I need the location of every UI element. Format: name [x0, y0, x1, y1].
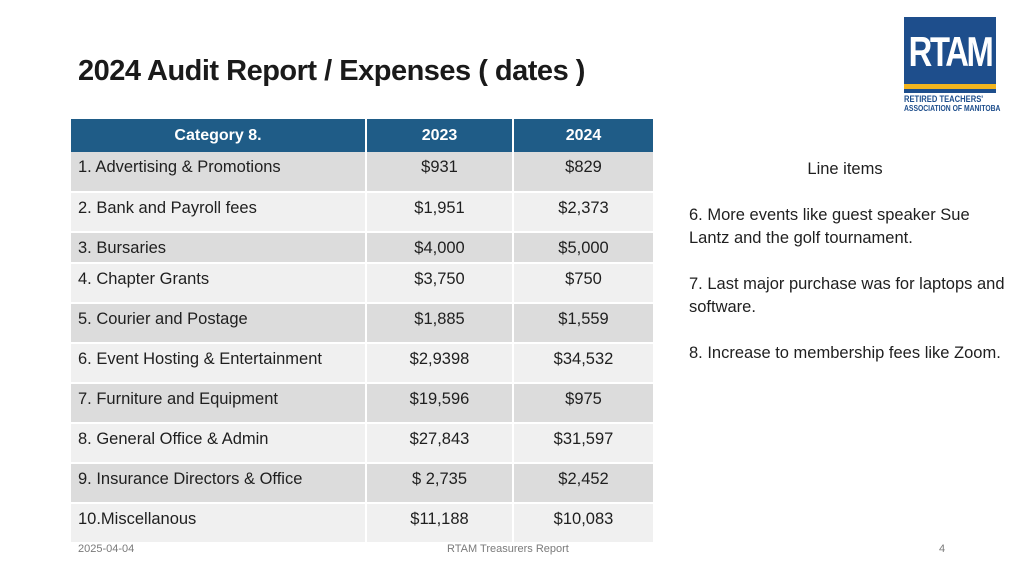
- row-2023-value: $1,951: [366, 192, 514, 233]
- row-2023-value: $3,750: [366, 263, 514, 304]
- row-2023-value: $1,885: [366, 303, 514, 344]
- row-2024-value: $31,597: [513, 423, 653, 464]
- footer-date: 2025-04-04: [78, 543, 135, 555]
- row-2024-value: $975: [513, 383, 653, 424]
- logo-text-line1: RETIRED TEACHERS': [904, 94, 984, 105]
- slide-title: 2024 Audit Report / Expenses ( dates ): [78, 55, 585, 87]
- logo-mark: RTAM: [904, 17, 996, 93]
- row-2023-value: $ 2,735: [366, 463, 514, 504]
- row-2023-value: $2,9398: [366, 343, 514, 384]
- note-item: 6. More events like guest speaker Sue La…: [689, 206, 970, 247]
- table-row: 6. Event Hosting & Entertainment $2,9398…: [71, 343, 653, 384]
- page-number: 4: [939, 543, 946, 555]
- footer-title: RTAM Treasurers Report: [447, 543, 569, 555]
- logo-stripe: [904, 84, 996, 89]
- row-category: 3. Bursaries: [71, 232, 367, 264]
- row-2024-value: $750: [513, 263, 653, 304]
- table-row: 2. Bank and Payroll fees $1,951 $2,373: [71, 192, 653, 233]
- table-row: 9. Insurance Directors & Office $ 2,735 …: [71, 463, 653, 504]
- row-category: 2. Bank and Payroll fees: [71, 192, 367, 233]
- row-2024-value: $34,532: [513, 343, 653, 384]
- expenses-table: Category 8. 2023 2024 1. Advertising & P…: [71, 119, 653, 544]
- table-header-row: Category 8. 2023 2024: [71, 119, 653, 152]
- note-item: 7. Last major purchase was for laptops a…: [689, 275, 1005, 316]
- row-category: 4. Chapter Grants: [71, 263, 367, 304]
- row-2023-value: $11,188: [366, 503, 514, 544]
- note-item: 8. Increase to membership fees like Zoom…: [689, 344, 1001, 362]
- header-category: Category 8.: [71, 119, 367, 152]
- table-row: 3. Bursaries $4,000 $5,000: [71, 232, 653, 264]
- row-category: 5. Courier and Postage: [71, 303, 367, 344]
- table-row: 1. Advertising & Promotions $931 $829: [71, 152, 653, 193]
- header-2023: 2023: [366, 119, 514, 152]
- table-row: 7. Furniture and Equipment $19,596 $975: [71, 383, 653, 424]
- row-2024-value: $2,373: [513, 192, 653, 233]
- row-category: 9. Insurance Directors & Office: [71, 463, 367, 504]
- row-2024-value: $1,559: [513, 303, 653, 344]
- header-2024: 2024: [513, 119, 653, 152]
- table-row: 5. Courier and Postage $1,885 $1,559: [71, 303, 653, 344]
- row-category: 6. Event Hosting & Entertainment: [71, 343, 367, 384]
- row-2023-value: $931: [366, 152, 514, 193]
- row-2023-value: $4,000: [366, 232, 514, 264]
- row-category: 8. General Office & Admin: [71, 423, 367, 464]
- table-row: 10.Miscellanous $11,188 $10,083: [71, 503, 653, 544]
- logo-letters: RTAM: [908, 28, 994, 75]
- row-2024-value: $10,083: [513, 503, 653, 544]
- row-2023-value: $19,596: [366, 383, 514, 424]
- row-2023-value: $27,843: [366, 423, 514, 464]
- table-row: 4. Chapter Grants $3,750 $750: [71, 263, 653, 304]
- row-category: 1. Advertising & Promotions: [71, 152, 367, 193]
- row-category: 10.Miscellanous: [71, 503, 367, 544]
- row-2024-value: $2,452: [513, 463, 653, 504]
- row-category: 7. Furniture and Equipment: [71, 383, 367, 424]
- line-items-notes: Line items 6. More events like guest spe…: [689, 158, 1009, 388]
- table-row: 8. General Office & Admin $27,843 $31,59…: [71, 423, 653, 464]
- row-2024-value: $5,000: [513, 232, 653, 264]
- rtam-logo: RTAM RETIRED TEACHERS' ASSOCIATION OF MA…: [904, 17, 1001, 113]
- row-2024-value: $829: [513, 152, 653, 193]
- line-items-heading: Line items: [807, 160, 883, 178]
- logo-text-line2: ASSOCIATION OF MANITOBA: [904, 103, 1001, 113]
